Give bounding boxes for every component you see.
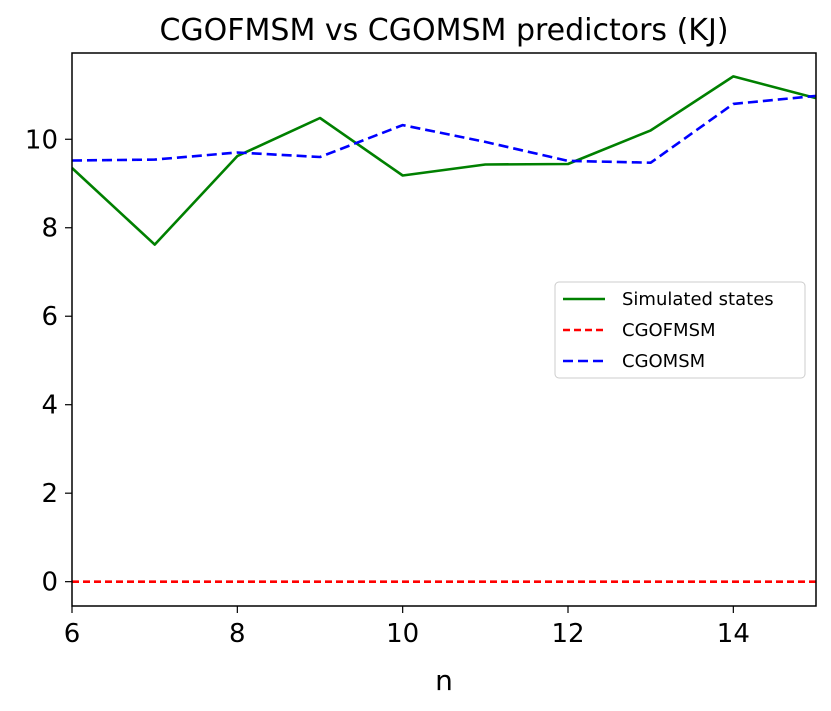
- y-tick-label: 0: [41, 568, 58, 598]
- ticks-layer: 6 8 10 12 14 0 2 4 6 8 10: [25, 125, 750, 649]
- x-tick-label: 10: [386, 619, 419, 649]
- x-tick-label: 6: [64, 619, 81, 649]
- chart-title: CGOFMSM vs CGOMSM predictors (KJ): [159, 13, 728, 48]
- series-line-simulated-states: [71, 75, 817, 246]
- legend-box: [554, 281, 806, 379]
- legend: Simulated states CGOFMSM CGOMSM: [554, 281, 806, 379]
- y-tick-label: 6: [41, 302, 58, 332]
- x-axis-label: n: [435, 664, 453, 697]
- legend-label: CGOFMSM: [622, 320, 716, 341]
- x-tick-label: 12: [551, 619, 584, 649]
- plot-frame: [71, 52, 817, 607]
- y-tick-label: 8: [41, 214, 58, 244]
- y-tick-label: 4: [41, 391, 58, 421]
- legend-label: Simulated states: [622, 289, 774, 310]
- legend-label: CGOMSM: [622, 351, 705, 372]
- series-line-cgomsm: [71, 94, 817, 164]
- x-tick-label: 14: [717, 619, 750, 649]
- series-layer: [71, 75, 817, 584]
- y-tick-label: 10: [25, 125, 58, 155]
- x-tick-label: 8: [229, 619, 246, 649]
- y-tick-label: 2: [41, 479, 58, 509]
